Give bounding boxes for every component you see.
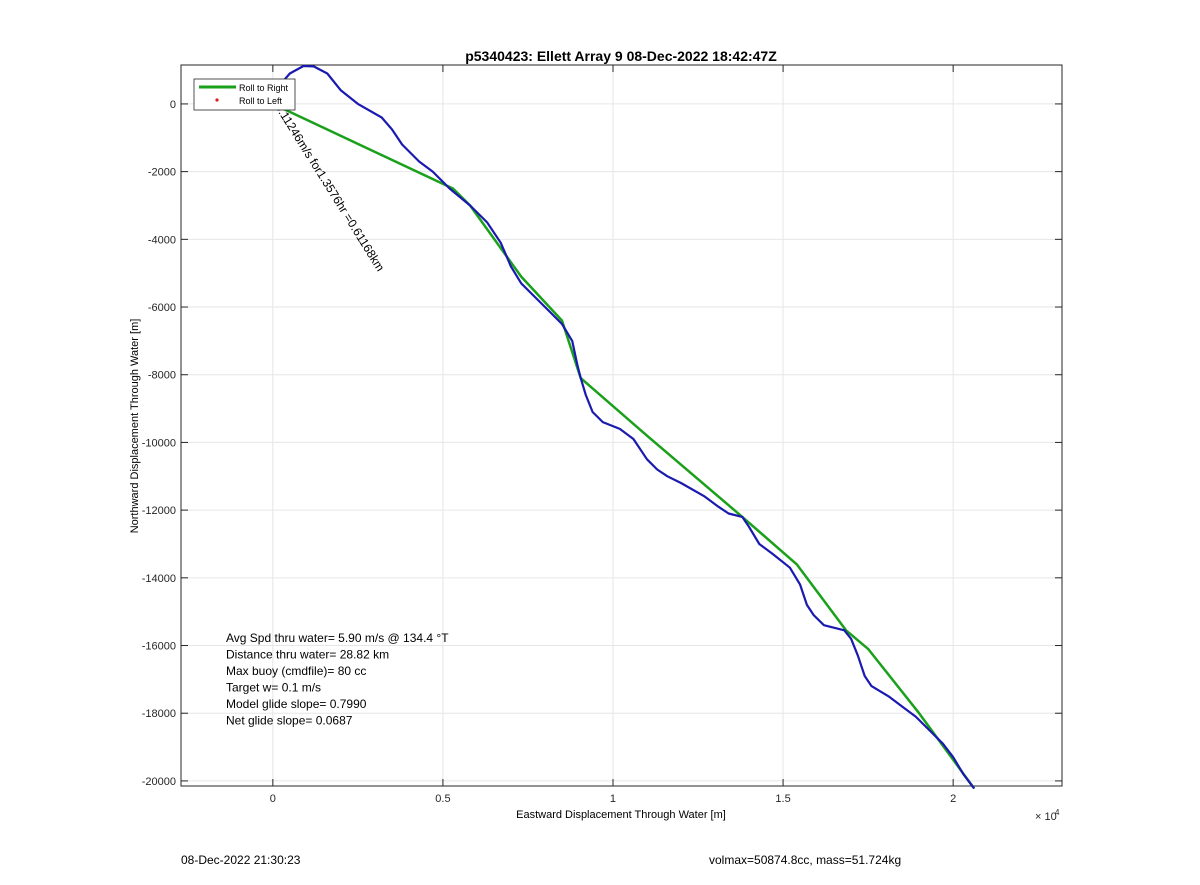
x-tick-label: 1 xyxy=(610,793,616,805)
segment-speed-annotation: 0.11246m/s for1.3576hr =0.61168km xyxy=(272,101,387,274)
x-tick-label: 0 xyxy=(270,793,276,805)
y-tick-label: -8000 xyxy=(148,370,176,382)
annotation-layer: 0.11246m/s for1.3576hr =0.61168km xyxy=(272,101,387,274)
y-tick-label: -2000 xyxy=(148,167,176,179)
legend-label-left: Roll to Left xyxy=(239,96,283,106)
y-tick-label: -12000 xyxy=(142,505,176,517)
plot-frame xyxy=(180,64,1063,787)
x-exponent: × 10 4 xyxy=(1035,808,1060,823)
y-tick-label: -18000 xyxy=(142,708,176,720)
y-tick-label: -10000 xyxy=(142,437,176,449)
x-exponent-base: × 10 xyxy=(1035,811,1057,823)
y-tick-label: -16000 xyxy=(142,641,176,653)
legend-marker-left xyxy=(215,98,219,102)
stats-line: Distance thru water= 28.82 km xyxy=(226,648,389,662)
x-axis-label: Eastward Displacement Through Water [m] xyxy=(516,809,726,821)
y-tick-label: -20000 xyxy=(142,776,176,788)
y-tick-label: -6000 xyxy=(148,302,176,314)
stats-line: Target w= 0.1 m/s xyxy=(226,681,321,695)
x-tick-label: 2 xyxy=(950,793,956,805)
grid-layer xyxy=(181,65,1062,786)
stats-line: Net glide slope= 0.0687 xyxy=(226,714,353,728)
legend-box xyxy=(193,78,296,111)
x-exponent-power: 4 xyxy=(1055,808,1060,817)
stats-line: Avg Spd thru water= 5.90 m/s @ 134.4 °T xyxy=(226,631,449,645)
tick-layer: 0 0.5 1 1.5 2 0 -2000 -4000 -6000 -8000 -10000 -120… xyxy=(142,65,1062,805)
stats-block: Avg Spd thru water= 5.90 m/s @ 134.4 °T D… xyxy=(226,631,449,728)
legend-label-right: Roll to Right xyxy=(239,83,289,93)
x-tick-label: 0.5 xyxy=(435,793,450,805)
y-axis-label: Northward Displacement Through Water [m] xyxy=(129,319,141,534)
series-line-blue xyxy=(271,64,975,789)
footer-vehicle-params: volmax=50874.8cc, mass=51.724kg xyxy=(709,853,902,867)
legend: Roll to Right Roll to Left xyxy=(193,78,296,111)
x-tick-label: 1.5 xyxy=(775,793,790,805)
y-tick-label: 0 xyxy=(170,99,176,111)
footer-timestamp: 08-Dec-2022 21:30:23 xyxy=(181,853,301,867)
series-layer xyxy=(267,64,975,789)
series-line-green xyxy=(271,102,975,789)
y-tick-label: -4000 xyxy=(148,234,176,246)
y-tick-label: -14000 xyxy=(142,573,176,585)
chart-title: p5340423: Ellett Array 9 08-Dec-2022 18:… xyxy=(465,48,777,64)
stats-line: Max buoy (cmdfile)= 80 cc xyxy=(226,664,366,678)
stats-line: Model glide slope= 0.7990 xyxy=(226,697,367,711)
